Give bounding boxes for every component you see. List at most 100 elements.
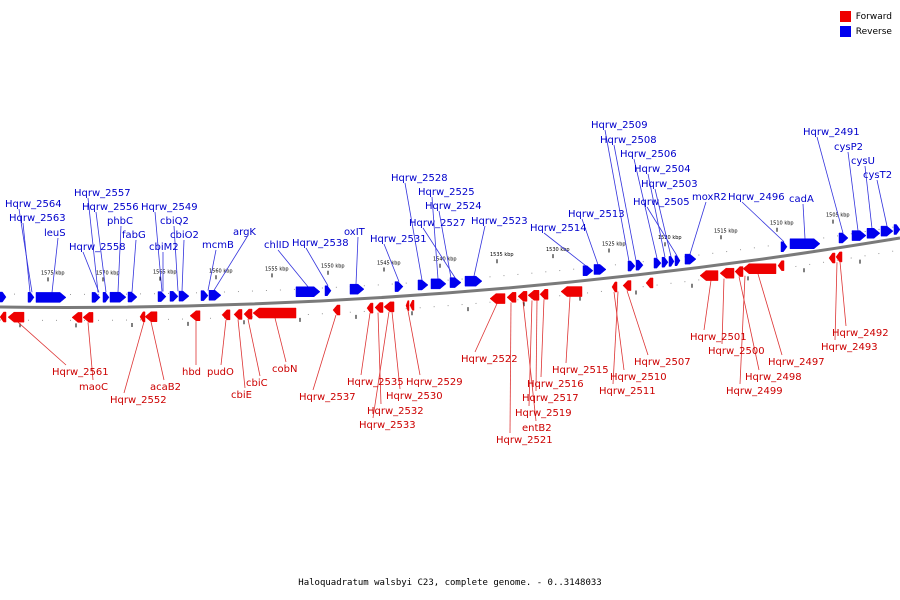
scale-label: 1520 kbp xyxy=(658,235,682,241)
reverse-leader-line xyxy=(383,243,400,282)
forward-gene-arrow xyxy=(71,312,83,323)
reverse-gene-label: Hqrw_2504 xyxy=(634,164,691,175)
reverse-leader-line xyxy=(864,165,873,229)
forward-leader-line xyxy=(522,301,537,422)
forward-leader-line xyxy=(612,291,619,385)
reverse-gene-label: cbiO2 xyxy=(170,230,199,241)
forward-leader-line xyxy=(626,290,649,356)
reverse-gene-arrow xyxy=(893,224,900,235)
forward-gene-label: Hqrw_2522 xyxy=(461,354,518,365)
reverse-gene-label: moxR2 xyxy=(692,192,727,203)
forward-leader-line xyxy=(757,273,783,356)
reverse-gene-arrow xyxy=(838,232,849,244)
reverse-swatch xyxy=(839,26,851,37)
reverse-gene-arrow xyxy=(109,291,127,303)
forward-gene-label: Hqrw_2537 xyxy=(299,392,356,403)
reverse-gene-label: Hqrw_2564 xyxy=(5,199,62,210)
forward-gene-label: cbiC xyxy=(246,378,268,389)
forward-gene-label: Hqrw_2532 xyxy=(367,406,424,417)
scale-label: 1565 kbp xyxy=(153,270,177,276)
forward-leader-line xyxy=(150,321,165,381)
reverse-gene-arrow xyxy=(178,290,190,302)
reverse-gene-label: mcmB xyxy=(202,240,234,251)
reverse-gene-arrow xyxy=(851,230,867,241)
reverse-leader-line xyxy=(22,222,31,293)
forward-leader-line xyxy=(247,318,261,377)
reverse-gene-arrow xyxy=(102,292,110,303)
gene-layer xyxy=(0,224,900,323)
reverse-gene-arrow xyxy=(0,291,7,303)
reverse-gene-label: cysU xyxy=(851,156,875,167)
reverse-leader-line xyxy=(181,239,185,292)
reverse-leader-line xyxy=(277,249,309,287)
forward-leader-line xyxy=(372,311,390,419)
forward-gene-arrow xyxy=(527,290,540,301)
forward-leader-line xyxy=(237,319,246,389)
scale-label: 1515 kbp xyxy=(714,228,738,234)
forward-gene-arrow xyxy=(719,267,735,279)
scale-label: 1545 kbp xyxy=(377,261,401,267)
forward-leader-line xyxy=(474,303,498,353)
legend: Forward Reverse xyxy=(839,9,892,39)
forward-swatch xyxy=(839,11,851,22)
forward-gene-arrow xyxy=(82,312,94,323)
reverse-leader-line xyxy=(87,197,99,293)
reverse-leader-line xyxy=(816,136,844,234)
reverse-leader-line xyxy=(876,179,888,227)
reverse-gene-arrow xyxy=(295,286,321,297)
reverse-leader-line xyxy=(213,236,248,291)
reverse-gene-label: Hqrw_2557 xyxy=(74,188,131,199)
forward-gene-arrow xyxy=(828,252,836,264)
scale-label: 1510 kbp xyxy=(770,221,794,227)
reverse-leader-line xyxy=(741,201,785,243)
forward-gene-label: pudO xyxy=(207,367,234,378)
reverse-leader-line xyxy=(646,206,678,256)
legend-label-forward: Forward xyxy=(855,11,892,22)
reverse-gene-label: leuS xyxy=(44,228,66,239)
forward-gene-label: Hqrw_2552 xyxy=(110,395,167,406)
reverse-gene-arrow xyxy=(394,281,404,292)
reverse-gene-label: Hqrw_2505 xyxy=(633,197,690,208)
reverse-gene-arrow xyxy=(449,277,462,288)
reverse-gene-arrow xyxy=(780,241,788,252)
reverse-leader-line xyxy=(647,173,666,258)
forward-gene-label: Hqrw_2533 xyxy=(359,420,416,431)
reverse-gene-arrow xyxy=(593,264,607,275)
reverse-gene-label: Hqrw_2523 xyxy=(471,216,528,227)
forward-gene-arrow xyxy=(139,311,146,323)
reverse-leader-line xyxy=(431,196,439,279)
forward-leader-line xyxy=(220,319,227,366)
forward-leader-line xyxy=(17,321,67,366)
forward-gene-arrow xyxy=(7,311,25,323)
reverse-gene-label: cysP2 xyxy=(834,142,863,153)
reverse-gene-arrow xyxy=(417,279,429,291)
reverse-leader-line xyxy=(131,239,137,293)
scale-label: 1525 kbp xyxy=(602,241,626,247)
forward-gene-label: Hqrw_2507 xyxy=(634,357,691,368)
reverse-leader-line xyxy=(689,201,707,255)
genome-backbone xyxy=(0,236,900,309)
reverse-leader-line xyxy=(117,225,122,293)
forward-gene-label: Hqrw_2498 xyxy=(745,372,802,383)
reverse-gene-label: cysT2 xyxy=(863,170,892,181)
reverse-gene-arrow xyxy=(684,253,697,265)
reverse-gene-arrow xyxy=(653,257,662,269)
reverse-gene-label: fabG xyxy=(122,230,146,241)
reverse-gene-label: cbiM2 xyxy=(149,242,179,253)
forward-gene-arrow xyxy=(221,309,231,321)
reverse-gene-label: Hqrw_2538 xyxy=(292,238,349,249)
forward-leader-line xyxy=(391,311,401,390)
forward-gene-arrow xyxy=(734,266,744,277)
reverse-leader-line xyxy=(847,151,859,231)
forward-leader-line xyxy=(738,276,760,371)
reverse-gene-arrow xyxy=(582,265,594,276)
forward-leader-line xyxy=(360,313,371,376)
reverse-gene-arrow xyxy=(208,290,222,301)
forward-gene-label: Hqrw_2530 xyxy=(386,391,443,402)
reverse-leader-line xyxy=(543,232,587,267)
reverse-gene-label: Hqrw_2525 xyxy=(418,187,475,198)
forward-gene-arrow xyxy=(777,260,785,271)
reverse-gene-label: Hqrw_2508 xyxy=(600,135,657,146)
leader-layer xyxy=(17,129,888,434)
